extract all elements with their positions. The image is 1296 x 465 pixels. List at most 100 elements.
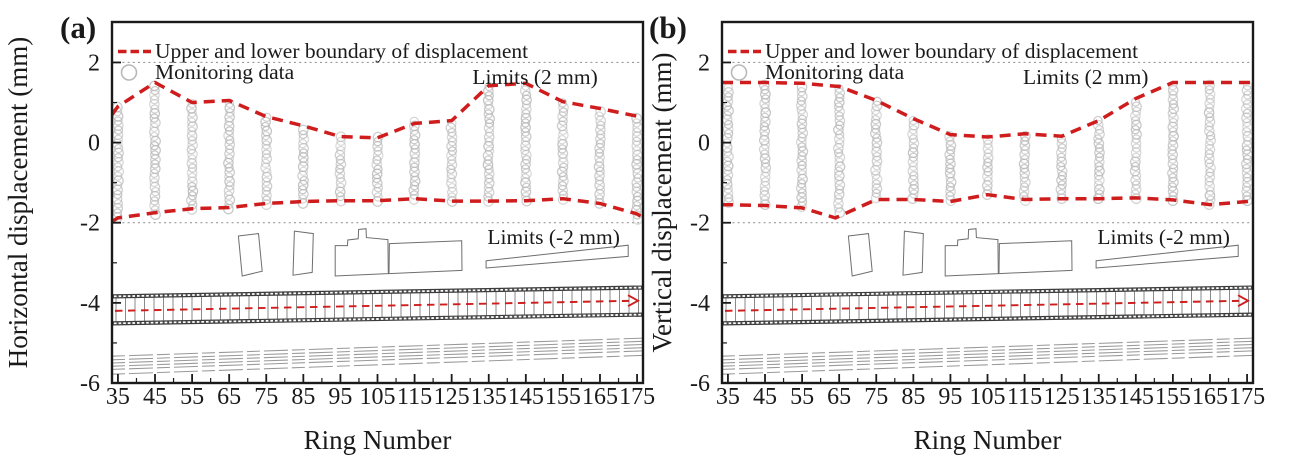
monitoring-circle [1094, 152, 1105, 162]
monitoring-circle [521, 182, 532, 192]
buildings-overlay [237, 228, 629, 277]
y-tick-label: -4 [690, 291, 710, 317]
monitoring-circle [796, 105, 806, 115]
panel-label: (a) [60, 10, 96, 45]
building-footprint [485, 244, 629, 269]
monitoring-circle [594, 157, 605, 167]
x-tick-label: 125 [434, 384, 470, 410]
monitoring-circle [760, 177, 770, 187]
monitoring-circle [723, 105, 734, 117]
monitoring-circle [373, 146, 383, 156]
monitoring-circle [760, 149, 770, 159]
monitoring-circle [871, 142, 881, 152]
monitoring-circle [225, 107, 235, 118]
x-axis: 35 45 55 65 75 85 95 105 115 125 135 145 155 165 175 Ri… [106, 374, 655, 455]
y-tick-label: -2 [690, 211, 710, 237]
monitoring-data-column [631, 112, 643, 225]
tunnel-edge-line [722, 288, 1253, 299]
x-tick-label: 75 [254, 384, 278, 410]
monitoring-circle [113, 162, 123, 172]
monitoring-circle [113, 180, 123, 190]
monitoring-circle [187, 191, 198, 201]
monitoring-data-column [1055, 134, 1068, 205]
monitoring-data-column [1203, 79, 1217, 211]
monitoring-data-column [795, 81, 809, 213]
monitoring-circle [409, 125, 419, 136]
monitoring-circle [595, 185, 606, 195]
road-line [112, 347, 643, 367]
monitoring-circle [945, 182, 955, 192]
x-tick-label: 45 [143, 384, 167, 410]
monitoring-circle [594, 175, 605, 186]
monitoring-circle [834, 157, 844, 167]
monitoring-circle [797, 169, 807, 180]
tunnel-edge-texture [722, 286, 1253, 298]
monitoring-circle [520, 164, 531, 174]
monitoring-circle [1019, 173, 1029, 183]
monitoring-circle [797, 114, 807, 124]
monitoring-circle [187, 172, 197, 182]
monitoring-circle [298, 129, 308, 140]
monitoring-circle [224, 163, 234, 173]
monitoring-circle [1241, 127, 1252, 137]
monitoring-circle [187, 154, 197, 164]
monitoring-circle [484, 118, 495, 128]
monitoring-circle [299, 157, 309, 167]
limits-annotation: Limits (-2 mm) [487, 225, 620, 249]
building-footprint [902, 230, 924, 276]
monitoring-circle [558, 116, 568, 126]
monitoring-circle [631, 136, 642, 146]
monitoring-circle [761, 167, 771, 178]
monitoring-data-column [1018, 130, 1031, 207]
monitoring-circle [909, 180, 919, 190]
monitoring-circle [150, 104, 160, 114]
x-tick-label: 35 [716, 384, 740, 410]
monitoring-circle [596, 129, 606, 140]
monitoring-circle [149, 113, 159, 123]
x-tick-label: 95 [938, 384, 962, 410]
monitoring-data-column [408, 116, 421, 205]
building-footprint [237, 233, 263, 277]
monitoring-circle [224, 102, 236, 114]
monitoring-circle [1204, 158, 1214, 168]
monitoring-circle [113, 153, 123, 163]
monitoring-circle [796, 179, 807, 189]
monitoring-circle [595, 106, 606, 117]
legend-circle-sample [730, 64, 748, 81]
y-axis-title: Vertical displacement (mm) [647, 53, 677, 353]
legend-label-monitoring: Monitoring data [155, 60, 295, 84]
monitoring-circle [149, 177, 159, 188]
monitoring-circle [149, 141, 160, 151]
monitoring-circle [1168, 117, 1178, 128]
monitoring-circle [187, 126, 197, 136]
monitoring-circle [187, 117, 197, 127]
monitoring-circle [1094, 161, 1104, 172]
monitoring-circle [1056, 152, 1066, 162]
monitoring-circle [113, 143, 124, 154]
monitoring-circle [558, 125, 568, 136]
monitoring-circle [983, 167, 993, 177]
monitoring-circle [262, 167, 272, 178]
monitoring-circle [113, 116, 123, 126]
monitoring-data-column [758, 79, 772, 211]
monitoring-circle [483, 109, 493, 119]
y-tick-label: 0 [698, 131, 710, 157]
monitoring-circle [632, 127, 642, 137]
monitoring-data-column [223, 98, 236, 215]
monitoring-circle [835, 120, 845, 130]
monitoring-circle [908, 143, 919, 153]
monitoring-circle [261, 125, 273, 137]
monitoring-data-column [870, 96, 883, 204]
monitoring-circle [870, 115, 881, 125]
road-line [722, 350, 1253, 370]
monitoring-circle [225, 181, 235, 191]
monitoring-circle [760, 94, 771, 104]
monitoring-circle [558, 162, 569, 172]
monitoring-circle [1204, 121, 1214, 132]
x-tick-label: 145 [508, 384, 544, 410]
monitoring-circle [796, 87, 807, 97]
monitoring-circle [631, 201, 642, 211]
monitoring-circle [1093, 171, 1104, 181]
building-footprint [334, 228, 389, 277]
monitoring-circle [1020, 136, 1030, 146]
